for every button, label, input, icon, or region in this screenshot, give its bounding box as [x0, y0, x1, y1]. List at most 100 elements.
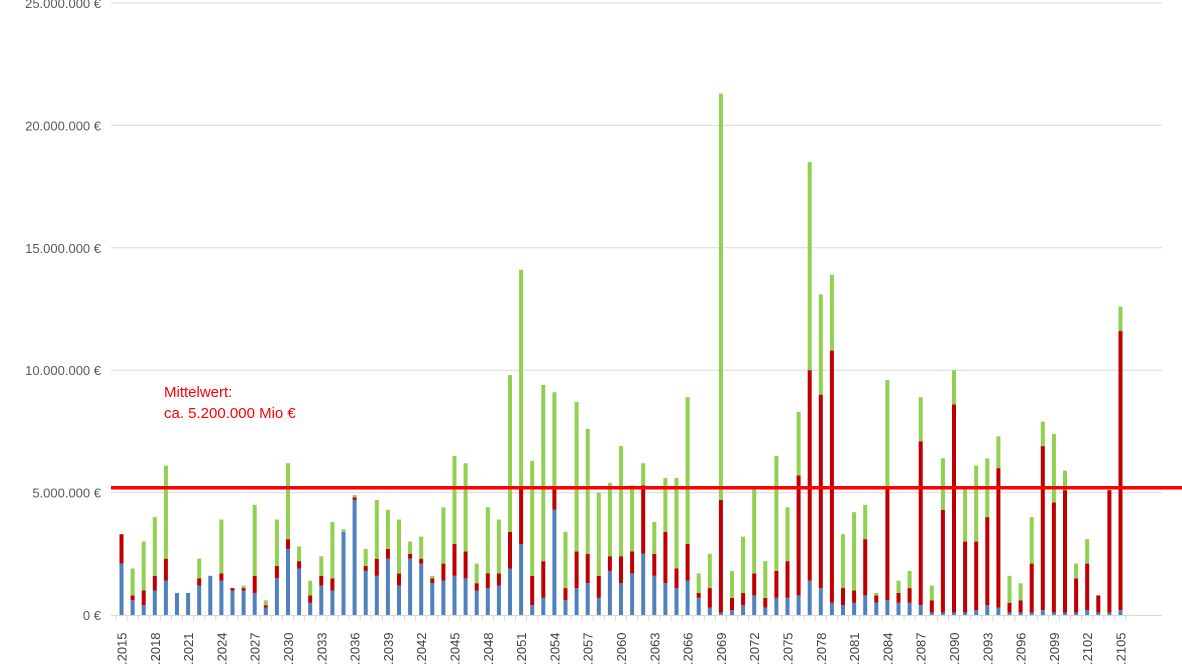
bar-segment: [785, 561, 790, 598]
bar-segment: [730, 597, 734, 611]
bar-segment: [230, 588, 235, 591]
bar-segment: [1029, 563, 1034, 613]
bar-segment: [297, 568, 302, 615]
bar-segment: [308, 580, 313, 596]
bar-segment: [1007, 575, 1012, 603]
bar-segment: [263, 607, 268, 615]
bar-segment: [574, 588, 579, 615]
bar-segment: [685, 580, 690, 615]
bar-segment: [1063, 490, 1067, 613]
bar-segment: [907, 602, 912, 615]
bar-segment: [730, 610, 734, 615]
bar-segment: [141, 590, 146, 606]
bar-segment: [308, 595, 313, 603]
x-tick-label: .2072: [747, 632, 762, 665]
bar-segment: [397, 585, 401, 615]
x-tick-label: .2069: [714, 632, 729, 665]
bar-segment: [286, 539, 290, 549]
bar-segment: [940, 458, 945, 510]
bar-segment: [319, 556, 324, 576]
bar-segment: [363, 570, 368, 615]
bar-segment: [219, 580, 224, 615]
bar-segment: [896, 592, 901, 603]
bar-segment: [241, 590, 246, 615]
bar-segment: [530, 605, 535, 615]
bar-segment: [163, 558, 168, 581]
bar-segment: [397, 519, 401, 574]
bar-segment: [419, 536, 424, 559]
bar-segment: [219, 519, 224, 574]
bar-segment: [430, 575, 435, 579]
bar-segment: [452, 575, 457, 615]
x-tick-label: .2090: [947, 632, 962, 665]
bar-segment: [1007, 612, 1012, 615]
bar-segment: [940, 509, 945, 613]
bar-segment: [241, 588, 246, 591]
bar-segment: [818, 294, 823, 395]
bar-segment: [474, 583, 479, 591]
x-tick-label: .2048: [481, 632, 496, 665]
bar-segment: [1074, 612, 1079, 615]
bar-segment: [774, 455, 779, 571]
bar-segment: [918, 397, 923, 442]
bar-segment: [896, 602, 901, 615]
bar-segment: [974, 465, 979, 542]
bar-segment: [752, 595, 757, 615]
bar-segment: [474, 563, 479, 584]
x-axis-labels: .2015 .2018 .2021 .2024 .2027 .2030 .2033 .2036…: [115, 632, 1129, 665]
bar-segment: [585, 583, 590, 615]
bar-segment: [274, 566, 279, 579]
bar-segment: [818, 588, 823, 615]
bar-segment: [363, 566, 368, 571]
bar-segment: [718, 93, 723, 500]
bar-segment: [419, 563, 424, 615]
bar-segment: [796, 475, 801, 596]
x-tick-label: .2039: [381, 632, 396, 665]
x-tick-label: .2060: [614, 632, 629, 665]
bar-segment: [1096, 595, 1101, 613]
bar-segment: [563, 588, 568, 601]
bar-segment: [596, 575, 601, 598]
bar-segment: [286, 463, 290, 540]
bar-segment: [852, 512, 857, 591]
x-tick-label: .2024: [214, 632, 229, 665]
bars: [119, 93, 1123, 615]
bar-segment: [341, 529, 346, 532]
bar-segment: [252, 592, 257, 615]
bar-segment: [452, 455, 457, 545]
bar-segment: [119, 534, 124, 564]
bar-segment: [408, 558, 413, 615]
bar-segment: [785, 597, 790, 615]
bar-segment: [918, 441, 923, 606]
bar-segment: [774, 570, 779, 598]
bar-segment: [885, 379, 890, 488]
x-tick-label: .2081: [847, 632, 862, 665]
bar-segment: [230, 590, 235, 615]
bar-segment: [341, 531, 346, 615]
bar-segment: [330, 590, 335, 615]
bar-segment: [130, 595, 135, 601]
bar-segment: [852, 590, 857, 603]
bar-segment: [186, 592, 191, 615]
bar-segment: [952, 404, 956, 613]
x-tick-label: .2087: [914, 632, 929, 665]
bar-segment: [485, 573, 490, 589]
y-axis-labels: 0 € 5.000.000 € 10.000.000 € 15.000.000 € 20…: [25, 0, 102, 623]
bar-segment: [263, 605, 268, 608]
bar-segment: [1118, 610, 1123, 615]
bar-segment: [252, 504, 257, 576]
bar-segment: [1063, 470, 1067, 491]
bar-segment: [619, 556, 623, 584]
bar-segment: [197, 578, 202, 586]
bar-segment: [1074, 578, 1079, 613]
bar-segment: [352, 499, 357, 615]
bar-segment: [974, 610, 979, 615]
bar-segment: [1107, 612, 1112, 615]
bar-segment: [374, 558, 379, 576]
bar-segment: [1018, 612, 1023, 615]
bar-segment: [1074, 563, 1079, 579]
bar-segment: [496, 585, 501, 615]
bar-segment: [752, 573, 757, 596]
